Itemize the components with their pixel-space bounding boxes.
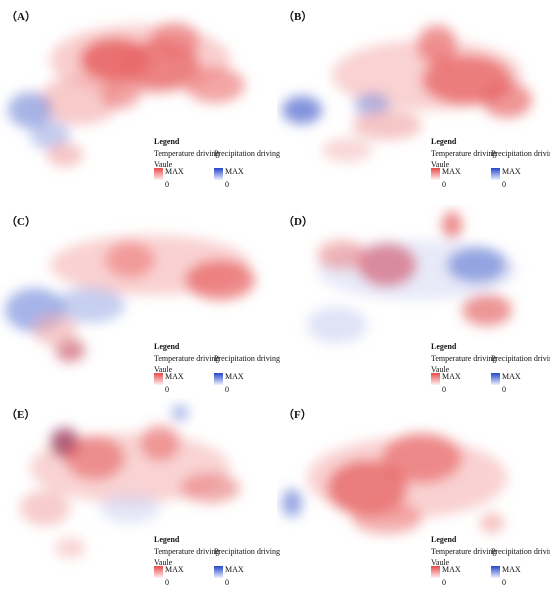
- legend-title: Legend: [154, 342, 180, 351]
- legend-vaule-label: Vaule: [154, 558, 173, 567]
- legend-max: MAX: [165, 372, 184, 381]
- temperature-swatch: [154, 168, 163, 180]
- legend: Legend Temperature driving Precipitation…: [152, 342, 280, 402]
- heatmap-b: [282, 25, 532, 162]
- panel-b: （B） Legend Temperature driving Precipita…: [277, 0, 550, 197]
- legend: Legend Temperature driving Precipitation…: [152, 535, 280, 595]
- legend-vaule-label: Vaule: [431, 558, 450, 567]
- legend-max: MAX: [225, 565, 244, 574]
- panel-a: （A） Legend Temperature driving Precipita…: [0, 0, 280, 197]
- legend-temperature-label: Temperature driving: [154, 149, 220, 158]
- legend-zero: 0: [442, 180, 446, 189]
- legend-max: MAX: [225, 372, 244, 381]
- legend-zero: 0: [225, 385, 229, 394]
- heatmap-c: [5, 235, 255, 362]
- heatmap-a: [8, 22, 245, 167]
- legend-zero: 0: [225, 180, 229, 189]
- legend-temperature-label: Temperature driving: [154, 547, 220, 556]
- legend-zero: 0: [442, 578, 446, 587]
- legend-max: MAX: [442, 372, 461, 381]
- panel-d: （D） Legend Temperature driving Precipita…: [277, 205, 550, 402]
- temperature-swatch: [154, 373, 163, 385]
- legend: Legend Temperature driving Precipitation…: [152, 137, 280, 197]
- panel-label: （A）: [6, 11, 36, 23]
- legend-temperature-label: Temperature driving: [431, 547, 497, 556]
- legend-temperature-label: Temperature driving: [431, 149, 497, 158]
- legend-temperature-label: Temperature driving: [431, 354, 497, 363]
- legend-precipitation-label: Precipitation driving: [214, 354, 280, 363]
- legend: Legend Temperature driving Precipitation…: [429, 137, 550, 197]
- legend-zero: 0: [165, 385, 169, 394]
- legend-title: Legend: [431, 137, 457, 146]
- legend-zero: 0: [165, 180, 169, 189]
- temperature-swatch: [154, 566, 163, 578]
- precipitation-swatch: [214, 373, 223, 385]
- legend-precipitation-label: Precipitation driving: [214, 547, 280, 556]
- legend-zero: 0: [225, 578, 229, 587]
- precipitation-swatch: [491, 168, 500, 180]
- temperature-swatch: [431, 373, 440, 385]
- legend-max: MAX: [165, 565, 184, 574]
- panel-c: （C） Legend Temperature driving Precipita…: [0, 205, 280, 402]
- legend-precipitation-label: Precipitation driving: [491, 547, 550, 556]
- panel-f: （F） Legend Temperature driving Precipita…: [277, 398, 550, 595]
- legend-zero: 0: [165, 578, 169, 587]
- legend-title: Legend: [154, 535, 180, 544]
- legend-max: MAX: [502, 167, 521, 176]
- precipitation-swatch: [214, 168, 223, 180]
- legend-vaule-label: Vaule: [431, 365, 450, 374]
- legend-temperature-label: Temperature driving: [154, 354, 220, 363]
- precipitation-swatch: [214, 566, 223, 578]
- temperature-swatch: [431, 566, 440, 578]
- temperature-swatch: [431, 168, 440, 180]
- legend-vaule-label: Vaule: [431, 160, 450, 169]
- legend: Legend Temperature driving Precipitation…: [429, 535, 550, 595]
- legend-precipitation-label: Precipitation driving: [491, 354, 550, 363]
- legend-vaule-label: Vaule: [154, 365, 173, 374]
- panel-label: （E）: [6, 409, 36, 421]
- heatmap-f: [282, 433, 507, 534]
- precipitation-swatch: [491, 373, 500, 385]
- legend-title: Legend: [431, 535, 457, 544]
- legend-precipitation-label: Precipitation driving: [214, 149, 280, 158]
- panel-label: （D）: [283, 216, 313, 228]
- panel-label: （C）: [6, 216, 36, 228]
- legend-max: MAX: [225, 167, 244, 176]
- legend-vaule-label: Vaule: [154, 160, 173, 169]
- legend-zero: 0: [502, 578, 506, 587]
- legend-zero: 0: [502, 385, 506, 394]
- panel-label: （B）: [283, 11, 313, 23]
- legend-max: MAX: [442, 565, 461, 574]
- legend-max: MAX: [442, 167, 461, 176]
- legend-title: Legend: [431, 342, 457, 351]
- legend-title: Legend: [154, 137, 180, 146]
- legend-max: MAX: [502, 372, 521, 381]
- heatmap-d: [307, 211, 517, 343]
- panel-label: （F）: [283, 409, 312, 421]
- legend-zero: 0: [442, 385, 446, 394]
- legend-max: MAX: [502, 565, 521, 574]
- heatmap-e: [20, 405, 240, 558]
- legend: Legend Temperature driving Precipitation…: [429, 342, 550, 402]
- legend-zero: 0: [502, 180, 506, 189]
- precipitation-swatch: [491, 566, 500, 578]
- panel-e: （E） Legend Temperature driving Precipita…: [0, 398, 280, 595]
- legend-max: MAX: [165, 167, 184, 176]
- legend-precipitation-label: Precipitation driving: [491, 149, 550, 158]
